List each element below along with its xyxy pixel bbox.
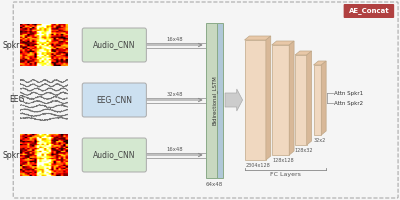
Text: 32x48: 32x48 bbox=[167, 92, 183, 97]
FancyBboxPatch shape bbox=[13, 2, 398, 198]
Polygon shape bbox=[266, 36, 271, 160]
FancyBboxPatch shape bbox=[314, 65, 321, 135]
FancyBboxPatch shape bbox=[217, 22, 223, 178]
Text: EEG_CNN: EEG_CNN bbox=[96, 96, 132, 104]
Text: 128x128: 128x128 bbox=[272, 158, 294, 163]
Text: 16x48: 16x48 bbox=[167, 147, 183, 152]
Text: Spkr1: Spkr1 bbox=[3, 40, 25, 49]
FancyBboxPatch shape bbox=[295, 55, 307, 145]
Polygon shape bbox=[314, 61, 326, 65]
Polygon shape bbox=[289, 41, 294, 155]
FancyBboxPatch shape bbox=[344, 4, 394, 18]
Text: Attn Spkr2: Attn Spkr2 bbox=[334, 100, 363, 106]
Text: Audio_CNN: Audio_CNN bbox=[93, 40, 136, 49]
FancyBboxPatch shape bbox=[272, 45, 289, 155]
Text: 128x32: 128x32 bbox=[294, 148, 312, 153]
Polygon shape bbox=[307, 51, 312, 145]
FancyBboxPatch shape bbox=[82, 83, 146, 117]
Text: 64x48: 64x48 bbox=[206, 182, 223, 186]
Text: Bidirectional_LSTM: Bidirectional_LSTM bbox=[212, 75, 217, 125]
Text: FC Layers: FC Layers bbox=[270, 172, 301, 177]
Text: Attn Spkr1: Attn Spkr1 bbox=[334, 90, 363, 96]
Text: 16x48: 16x48 bbox=[167, 37, 183, 42]
Text: 32x2: 32x2 bbox=[314, 138, 326, 143]
Text: Audio_CNN: Audio_CNN bbox=[93, 150, 136, 160]
Polygon shape bbox=[321, 61, 326, 135]
Text: 2304x128: 2304x128 bbox=[245, 163, 270, 168]
Polygon shape bbox=[295, 51, 312, 55]
FancyBboxPatch shape bbox=[244, 40, 266, 160]
Text: Spkr2: Spkr2 bbox=[3, 150, 25, 160]
Text: AE_Concat: AE_Concat bbox=[348, 8, 389, 14]
FancyBboxPatch shape bbox=[82, 138, 146, 172]
FancyBboxPatch shape bbox=[82, 28, 146, 62]
Text: EEG: EEG bbox=[10, 96, 25, 104]
Polygon shape bbox=[225, 89, 242, 111]
FancyBboxPatch shape bbox=[206, 22, 217, 178]
Polygon shape bbox=[244, 36, 271, 40]
Polygon shape bbox=[272, 41, 294, 45]
